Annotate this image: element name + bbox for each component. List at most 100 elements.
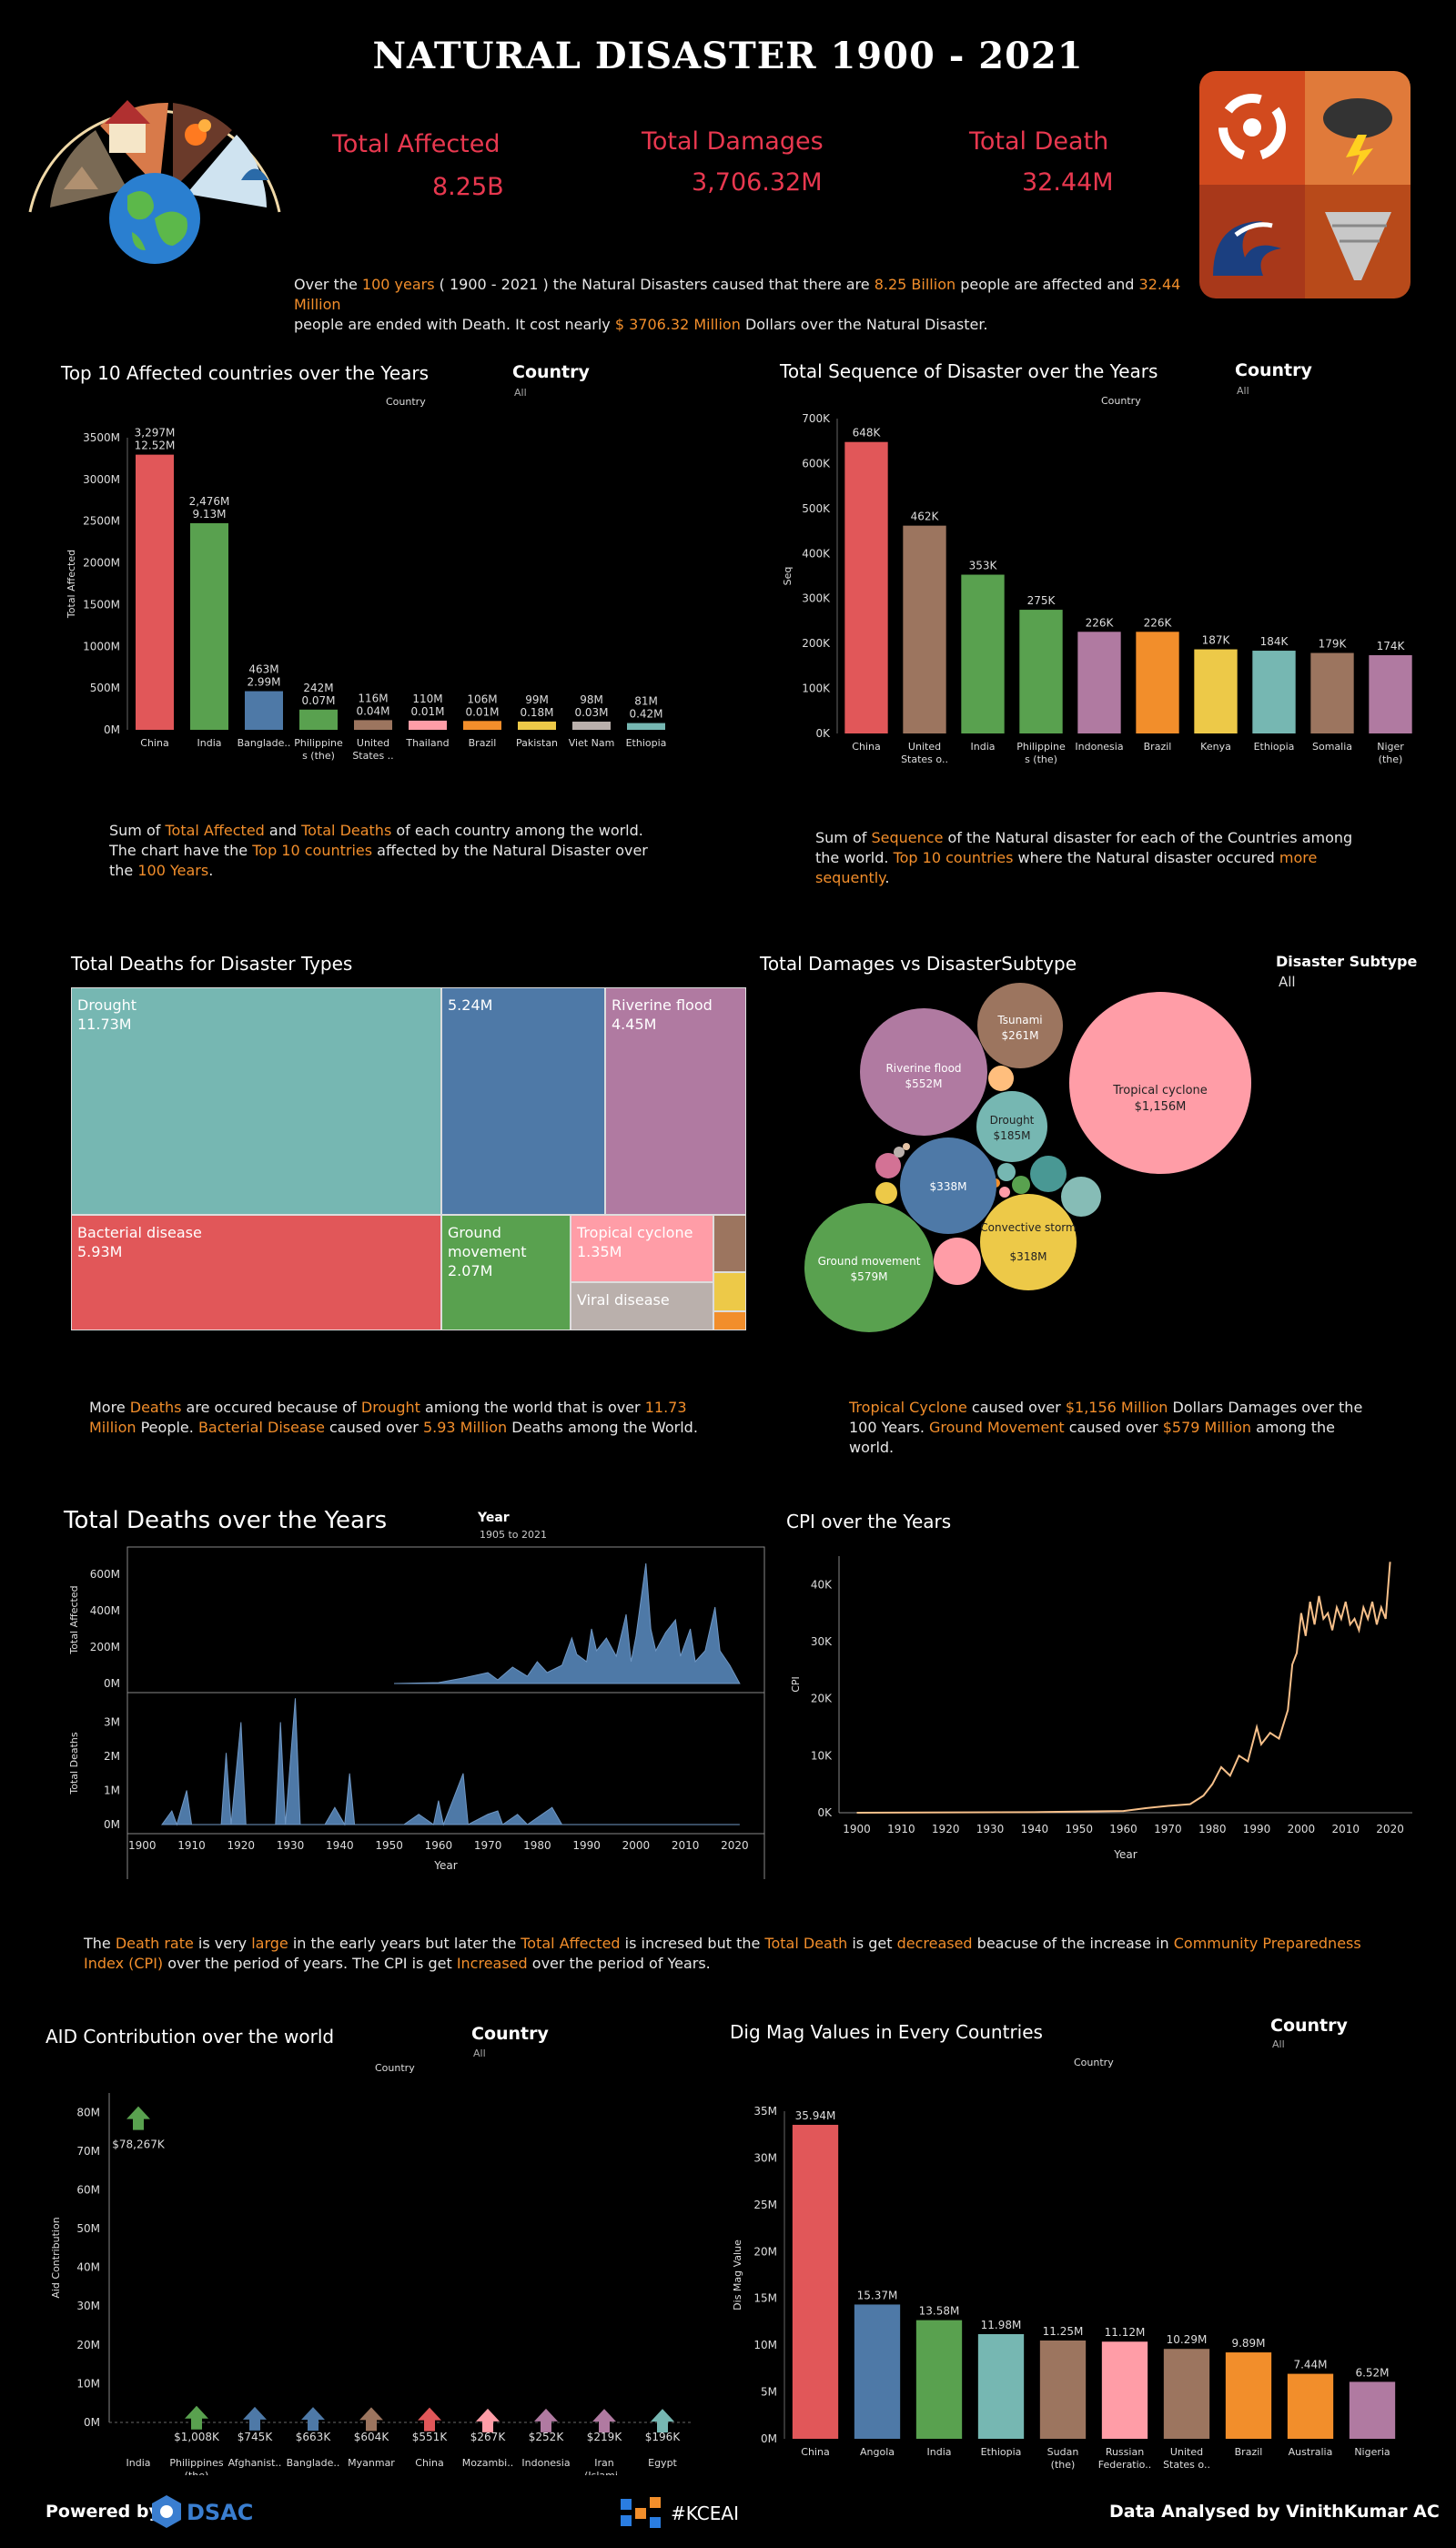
treemap-value: 5.24M [448, 996, 493, 1014]
y-tick-label: 1000M [83, 640, 120, 652]
treemap-value: 5.93M [77, 1243, 123, 1260]
bubble-small-6 [1030, 1156, 1067, 1192]
x-tick-label: India [197, 737, 222, 749]
data-label: 275K [1027, 594, 1057, 607]
y-tick-label: 300K [802, 592, 831, 605]
credit-text: Data Analysed by VinithKumar AC [1109, 2502, 1440, 2522]
data-label: 106M [467, 693, 497, 705]
bar [1349, 2381, 1396, 2439]
bar [136, 454, 174, 730]
bar [190, 522, 228, 730]
aid-country-filter-label[interactable]: Country [471, 2024, 549, 2044]
x-axis-title: Year [1113, 1848, 1137, 1861]
digmag-country-filter-value[interactable]: All [1272, 2038, 1285, 2050]
sequence-country-filter-value[interactable]: All [1237, 385, 1249, 397]
bubble-value-tropical-cyclone: $1,156M [1135, 1100, 1187, 1114]
deaths-note: More Deaths are occured because of Droug… [89, 1399, 698, 1436]
data-label: 10.29M [1167, 2333, 1208, 2346]
y-tick-label: 0M [104, 723, 120, 736]
x-tick-label: 1940 [1021, 1823, 1049, 1835]
aid-arrow-marker [359, 2407, 383, 2432]
bubble-drought[interactable] [976, 1091, 1047, 1162]
sequence-country-filter-label[interactable]: Country [1235, 360, 1312, 380]
treemap-cell-tropical-cyclone[interactable]: Tropical cyclone 1.35M [571, 1215, 713, 1282]
disaster-collage-icon [28, 100, 281, 213]
bubble-small-5 [903, 1143, 910, 1150]
data-label: 184K [1260, 635, 1289, 648]
bubble-ground-movement[interactable] [804, 1203, 934, 1332]
treemap-cell-ground-movement[interactable]: Ground movement 2.07M [441, 1215, 571, 1330]
kpi-damages-label: Total Damages [642, 127, 824, 156]
bubble-small-4 [894, 1147, 905, 1158]
x-tick-label: United [357, 737, 389, 749]
earth-icon [109, 173, 200, 264]
bubble-value-convective-storm: $318M [1010, 1250, 1047, 1263]
y-tick-label: 0M [761, 2432, 777, 2445]
x-tick-label: Ethiopia [626, 737, 667, 749]
treemap-cell-bacterial-disease[interactable]: Bacterial disease 5.93M [71, 1215, 441, 1330]
data-label: 174K [1377, 640, 1406, 652]
y-axis-title: Total Affected [66, 550, 77, 619]
data-label: 2,476M [189, 495, 230, 508]
digmag-axis-header: Country [1074, 2057, 1114, 2068]
bar [1039, 2341, 1087, 2439]
x-tick-label: Somalia [1312, 741, 1352, 753]
x-tick-label: 1910 [177, 1839, 206, 1852]
cpi-title: CPI over the Years [786, 1511, 952, 1532]
data-sublabel: 0.01M [410, 705, 444, 718]
treemap-cell-drought[interactable]: Drought 11.73M [71, 987, 441, 1215]
treemap-value: 4.45M [612, 1016, 657, 1033]
country-filter-label[interactable]: Country [512, 362, 590, 382]
data-label: 6.52M [1355, 2366, 1389, 2379]
data-label: 7.44M [1293, 2359, 1327, 2371]
x-tick-label: Indonesia [1075, 741, 1123, 753]
x-tick-label: United [1170, 2446, 1203, 2458]
year-filter-value[interactable]: 1905 to 2021 [480, 1529, 548, 1541]
aid-country-filter-value[interactable]: All [473, 2048, 486, 2059]
bubble-tropical-cyclone[interactable] [1069, 992, 1251, 1174]
treemap-cell-small-1[interactable] [713, 1215, 746, 1272]
digmag-country-filter-label[interactable]: Country [1270, 2016, 1348, 2036]
subtype-filter-label[interactable]: Disaster Subtype [1276, 953, 1418, 970]
x-tick-label: s (the) [302, 750, 335, 762]
storm-cloud-icon [1305, 71, 1410, 185]
x-tick-label: (the) [185, 2470, 209, 2475]
bubble-value-ground-movement: $579M [851, 1270, 888, 1283]
panel-frame-bottom [126, 1692, 765, 1835]
data-label: 81M [634, 695, 658, 708]
x-tick-label: Russian [1106, 2446, 1144, 2458]
y-tick-label: 70M [76, 2145, 100, 2158]
y-tick-label: 10K [811, 1749, 833, 1762]
treemap-cell-small-3[interactable] [713, 1311, 746, 1330]
bar [792, 2124, 839, 2439]
x-tick-label: Indonesia [521, 2457, 570, 2469]
aid-arrow-marker [651, 2409, 674, 2433]
data-label: $604K [354, 2431, 390, 2443]
bubble-riverine-flood[interactable] [860, 1008, 987, 1136]
treemap-cell-viral-disease[interactable]: Viral disease [571, 1282, 713, 1330]
x-tick-label: Brazil [1235, 2446, 1263, 2458]
dsac-logo-icon [152, 2495, 181, 2528]
y-tick-label: 5M [761, 2386, 777, 2399]
treemap-cell-riverine-flood[interactable]: Riverine flood 4.45M [605, 987, 746, 1215]
bubble-tsunami[interactable] [977, 983, 1063, 1068]
bar [915, 2320, 963, 2439]
digmag-title: Dig Mag Values in Every Countries [730, 2021, 1043, 2043]
data-label: 13.58M [919, 2305, 960, 2318]
bubble-convective-storm[interactable] [980, 1194, 1077, 1290]
year-filter-label[interactable]: Year [478, 1511, 510, 1525]
bubble-unlabeled[interactable] [900, 1138, 996, 1234]
treemap-cell-unlabeled[interactable]: 5.24M [441, 987, 605, 1215]
x-tick-label: Banglade.. [238, 737, 291, 749]
x-tick-label: States o.. [901, 753, 948, 765]
bar [844, 441, 888, 733]
wave-icon [1199, 185, 1305, 298]
y-tick-label: 3000M [83, 473, 120, 486]
y-axis-title: Dis Mag Value [732, 2240, 743, 2310]
country-filter-value[interactable]: All [514, 387, 527, 399]
treemap-cell-small-2[interactable] [713, 1272, 746, 1311]
x-tick-label: 1980 [523, 1839, 551, 1852]
y-tick-label: 1M [104, 1785, 120, 1797]
x-tick-label: States .. [352, 750, 393, 762]
subtype-filter-value[interactable]: All [1279, 974, 1296, 990]
